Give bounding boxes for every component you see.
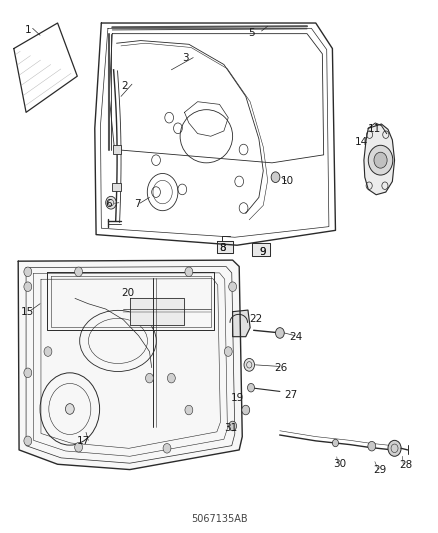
Text: 17: 17: [77, 436, 90, 446]
Circle shape: [184, 405, 192, 415]
Text: 27: 27: [284, 390, 297, 400]
Circle shape: [241, 405, 249, 415]
Text: 8: 8: [219, 243, 226, 253]
Circle shape: [247, 383, 254, 392]
Circle shape: [74, 442, 82, 452]
Circle shape: [162, 443, 170, 453]
Circle shape: [24, 267, 32, 277]
Text: 22: 22: [249, 313, 262, 324]
Text: 29: 29: [373, 465, 386, 474]
Circle shape: [74, 267, 82, 277]
Polygon shape: [18, 260, 242, 470]
Polygon shape: [217, 241, 232, 253]
Text: 1: 1: [25, 25, 31, 35]
Circle shape: [275, 328, 284, 338]
Text: 19: 19: [230, 393, 243, 403]
Circle shape: [145, 373, 153, 383]
Circle shape: [228, 282, 236, 292]
Text: 14: 14: [354, 136, 367, 147]
Circle shape: [228, 421, 236, 431]
Bar: [112, 182, 121, 191]
Circle shape: [244, 359, 254, 371]
Circle shape: [387, 440, 400, 456]
Polygon shape: [363, 124, 394, 195]
Text: 15: 15: [20, 306, 34, 317]
Text: 10: 10: [280, 176, 293, 187]
Text: 5067135AB: 5067135AB: [191, 514, 247, 524]
Text: 5: 5: [247, 28, 254, 38]
Text: 24: 24: [289, 332, 302, 342]
Circle shape: [106, 196, 116, 209]
Circle shape: [184, 267, 192, 277]
Circle shape: [271, 172, 279, 182]
Text: 26: 26: [274, 362, 287, 373]
Text: 9: 9: [258, 247, 265, 257]
Text: 9: 9: [258, 247, 265, 257]
Circle shape: [224, 347, 232, 357]
Text: 6: 6: [105, 199, 111, 209]
Circle shape: [65, 403, 74, 414]
Polygon shape: [130, 298, 184, 325]
Text: 31: 31: [223, 423, 237, 433]
Circle shape: [44, 347, 52, 357]
Text: 3: 3: [182, 53, 188, 63]
Polygon shape: [252, 243, 269, 256]
Circle shape: [24, 436, 32, 446]
Text: 11: 11: [367, 124, 381, 134]
Text: 20: 20: [121, 288, 134, 298]
Circle shape: [332, 439, 338, 447]
Circle shape: [367, 146, 392, 175]
Text: 7: 7: [134, 199, 141, 209]
Text: 2: 2: [121, 81, 127, 91]
Circle shape: [24, 368, 32, 377]
Circle shape: [367, 441, 375, 451]
Text: 28: 28: [398, 460, 411, 470]
Circle shape: [373, 152, 386, 168]
Circle shape: [24, 282, 32, 292]
Text: 8: 8: [219, 243, 226, 253]
Bar: [113, 146, 121, 154]
Polygon shape: [232, 310, 250, 337]
Text: 30: 30: [332, 459, 346, 469]
Circle shape: [167, 373, 175, 383]
